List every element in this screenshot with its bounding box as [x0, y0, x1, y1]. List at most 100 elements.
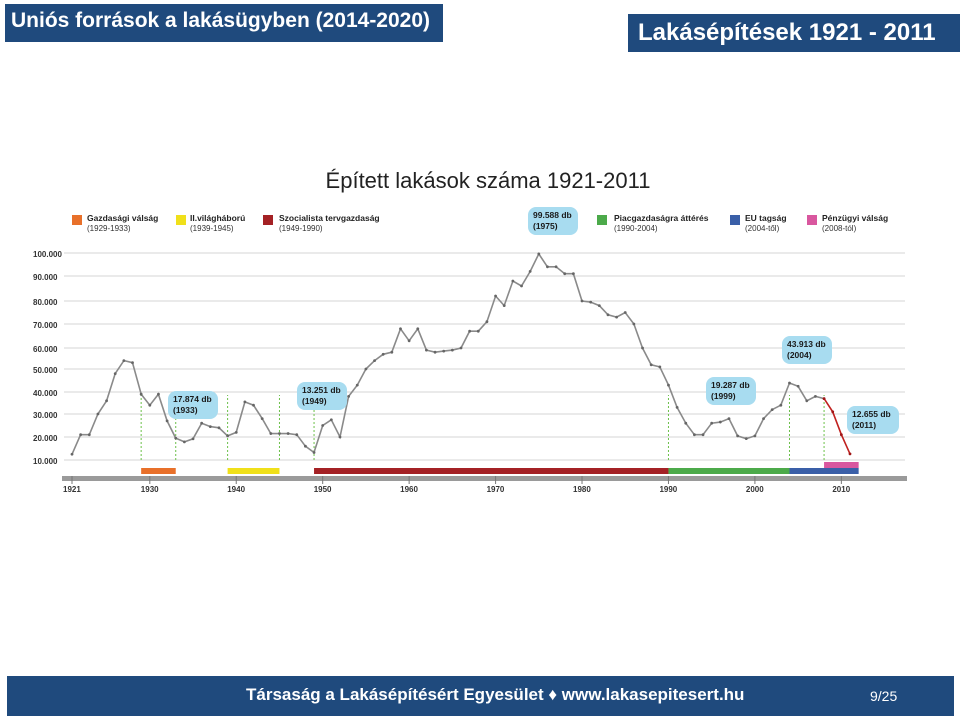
- data-point: [226, 434, 230, 438]
- data-point: [537, 252, 541, 256]
- data-point: [571, 272, 575, 276]
- data-point: [399, 327, 402, 331]
- data-point: [546, 265, 549, 269]
- data-point: [96, 412, 100, 416]
- legend-label: Szocialista tervgazdaság: [279, 213, 380, 223]
- y-tick-label: 10.000: [33, 457, 58, 466]
- data-point: [718, 420, 722, 424]
- legend-label: II.világháború: [190, 213, 245, 223]
- data-point: [139, 392, 143, 396]
- y-tick-label: 20.000: [33, 434, 58, 443]
- data-point: [649, 363, 653, 367]
- period-bar: [789, 468, 859, 474]
- data-point: [485, 320, 489, 324]
- x-tick-label: 2000: [746, 485, 764, 494]
- header-bar: Uniós források a lakásügyben (2014-2020)…: [0, 0, 960, 52]
- y-tick-label: 90.000: [33, 273, 58, 282]
- x-tick-label: 2010: [832, 485, 850, 494]
- data-point: [450, 348, 454, 352]
- data-point: [208, 425, 212, 429]
- legend-range: (2008-tól): [822, 224, 857, 233]
- data-point: [217, 426, 221, 430]
- plot-area: [64, 243, 905, 470]
- legend-label: Piacgazdaságra áttérés: [614, 213, 709, 223]
- legend-swatch: [597, 215, 607, 225]
- data-point: [433, 350, 437, 354]
- annotation-bubble: [528, 207, 578, 235]
- annotation-bubble: [297, 382, 347, 410]
- data-point: [157, 392, 160, 396]
- annotation-bubble: [706, 377, 756, 405]
- data-point: [589, 300, 593, 304]
- y-tick-label: 60.000: [33, 345, 58, 354]
- data-point: [641, 346, 644, 350]
- data-point: [693, 433, 696, 437]
- data-point: [182, 440, 186, 444]
- legend-range: (1929-1933): [87, 224, 131, 233]
- data-point: [796, 384, 800, 388]
- data-point: [200, 421, 204, 425]
- data-point: [131, 361, 134, 365]
- data-point: [390, 350, 394, 354]
- data-point: [312, 451, 316, 454]
- annotation-value: 43.913 db: [787, 339, 826, 349]
- x-tick-label: 1921: [63, 485, 81, 494]
- data-point: [234, 431, 238, 434]
- data-point: [243, 400, 247, 404]
- data-point: [416, 327, 420, 331]
- data-point: [580, 299, 584, 303]
- data-point: [839, 433, 843, 437]
- legend-swatch: [807, 215, 817, 225]
- data-point: [105, 399, 108, 403]
- annotation-bubble: [782, 336, 832, 364]
- annotation-bubble: [847, 406, 899, 434]
- data-point: [667, 383, 670, 387]
- data-point: [364, 367, 368, 371]
- period-bar: [668, 468, 790, 474]
- y-tick-label: 100.000: [33, 250, 62, 259]
- period-bar: [227, 468, 280, 474]
- series-line-crisis: [823, 398, 851, 455]
- data-point: [744, 437, 748, 441]
- data-point: [848, 452, 852, 456]
- data-point: [468, 329, 472, 333]
- data-point: [632, 322, 636, 326]
- legend-range: (1990-2004): [614, 224, 658, 233]
- chart-title: Épített lakások száma 1921-2011: [325, 168, 651, 193]
- data-point: [762, 417, 765, 420]
- legend-swatch: [730, 215, 740, 225]
- annotation-value: 13.251 db: [302, 385, 341, 395]
- footer-text: Társaság a Lakásépítésért Egyesület ♦ ww…: [246, 685, 745, 704]
- legend-swatch: [72, 215, 82, 225]
- data-point: [770, 408, 774, 411]
- data-point: [615, 315, 618, 319]
- legend-range: (1949-1990): [279, 224, 323, 233]
- data-point: [814, 395, 817, 398]
- data-point: [113, 372, 117, 375]
- data-point: [494, 294, 497, 298]
- data-point: [304, 444, 307, 448]
- data-point: [675, 406, 679, 409]
- y-tick-label: 50.000: [33, 366, 58, 375]
- data-point: [788, 381, 791, 385]
- annotation-bubble: [168, 391, 218, 419]
- data-point: [407, 339, 411, 343]
- data-point: [822, 397, 826, 400]
- x-axis: [62, 476, 907, 481]
- data-point: [658, 365, 662, 369]
- x-tick-label: 1990: [659, 485, 677, 494]
- footer-bar: [7, 676, 954, 716]
- data-point: [710, 421, 714, 425]
- data-point: [165, 419, 169, 423]
- data-point: [597, 304, 601, 307]
- data-point: [87, 433, 91, 437]
- data-point: [252, 403, 255, 407]
- y-tick-label: 80.000: [33, 298, 58, 307]
- data-point: [355, 383, 359, 387]
- annotation-value: 19.287 db: [711, 380, 750, 390]
- annotation-value: 12.655 db: [852, 409, 891, 419]
- x-tick-label: 1980: [573, 485, 591, 494]
- period-bar: [141, 468, 176, 474]
- data-point: [623, 311, 627, 314]
- data-point: [260, 417, 264, 420]
